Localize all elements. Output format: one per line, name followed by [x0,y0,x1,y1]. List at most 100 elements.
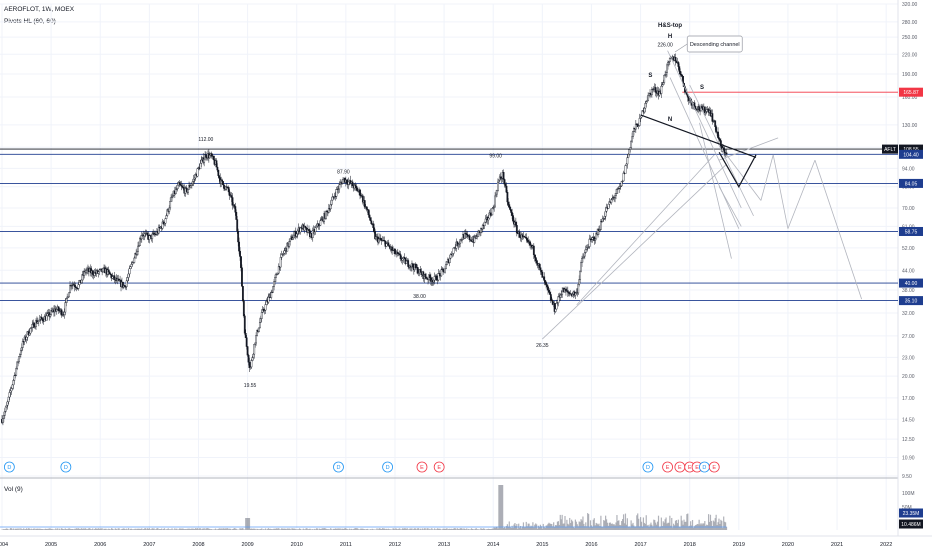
symbol-title[interactable]: AEROFLOT, 1W, MOEX [4,6,75,13]
volume-bar [684,521,686,530]
volume-bar [512,527,514,530]
volume-bar [76,528,79,530]
trendline-drawing [542,163,727,340]
volume-bar [503,527,506,530]
volume-bar [115,528,117,530]
volume-bar [383,528,385,530]
candle [484,218,487,223]
volume-bar [321,528,323,530]
volume-bar [126,528,128,530]
volume-bar [360,528,362,530]
volume-bar [195,528,197,530]
volume-bar [508,521,510,530]
volume-bar [434,529,437,530]
volume-bar [203,528,205,530]
candle [98,269,101,273]
candle [274,277,276,282]
candle [199,163,202,170]
candle [137,245,139,252]
volume-bar [630,520,632,530]
volume-bar [681,520,683,530]
volume-bar [28,528,30,530]
volume-bar [280,529,282,530]
volume-bar [566,519,568,530]
neckline-label: N [668,117,672,123]
volume-bar [218,528,220,530]
volume-bar [629,527,631,530]
volume-title[interactable]: Vol (9) [4,486,23,493]
candle [534,257,537,262]
candle [277,266,280,274]
candle [571,294,574,296]
candle [289,238,292,242]
volume-bar [333,528,336,530]
candle [9,390,12,393]
candle [335,189,338,197]
volume-bar [712,520,714,530]
candle [191,181,194,185]
volume-bar [580,519,582,530]
volume-bar [579,522,581,530]
volume-bar [302,528,304,530]
volume-bar [664,519,666,530]
volume-bar [343,528,345,530]
volume-bar [134,528,136,530]
volume-bar [327,529,329,530]
candle [247,354,250,363]
volume-bar [587,513,589,530]
volume-bar [259,529,261,530]
candle [91,270,94,275]
volume-bar [652,526,654,530]
candle [162,221,165,225]
volume-bar [22,529,24,530]
volume-bar [419,528,422,530]
volume-bar [110,528,113,530]
volume-bar [351,529,354,530]
volume-bar [533,527,535,530]
candle [582,255,585,259]
volume-bar [404,528,406,530]
volume-bar [643,522,645,530]
volume-bar [463,528,465,530]
volume-bar [615,522,617,530]
volume-bar [593,518,595,530]
volume-bar [166,529,168,530]
volume-bar [309,528,311,530]
candle [68,292,70,298]
volume-bar [429,528,431,530]
candle [288,241,291,247]
volume-bar [432,529,434,530]
volume-bar [283,528,286,530]
volume-bar [577,526,579,530]
candle [533,254,536,258]
volume-bar [50,529,52,530]
volume-bar [501,485,503,530]
volume-bar [497,528,499,530]
volume-bar [340,529,342,530]
volume-bar [435,529,438,530]
candle [504,184,507,187]
volume-bar [171,528,173,530]
volume-bar [40,528,42,530]
volume-bar [654,520,656,530]
level-price-tag-bg [899,149,923,159]
candle [580,262,582,272]
volume-bar [509,526,511,530]
volume-bar [76,528,78,530]
candle [102,268,104,273]
volume-bar [455,529,457,530]
candle [574,293,577,296]
volume-bar [627,527,629,530]
volume-bar [451,528,453,530]
volume-tag-bg [899,508,923,518]
volume-bar [292,528,294,530]
volume-bar [469,529,472,530]
candle [240,256,242,268]
candle [566,290,569,293]
volume-bar [82,528,84,530]
candle [146,232,149,236]
event-marker-letter: E [678,465,682,471]
candle [603,216,606,219]
candle [196,168,199,177]
